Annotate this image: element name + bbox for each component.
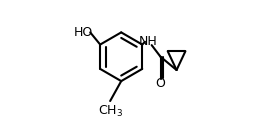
Text: HO: HO — [74, 26, 93, 39]
Text: CH$_3$: CH$_3$ — [98, 104, 123, 119]
Text: NH: NH — [139, 35, 158, 48]
Text: O: O — [155, 77, 165, 90]
